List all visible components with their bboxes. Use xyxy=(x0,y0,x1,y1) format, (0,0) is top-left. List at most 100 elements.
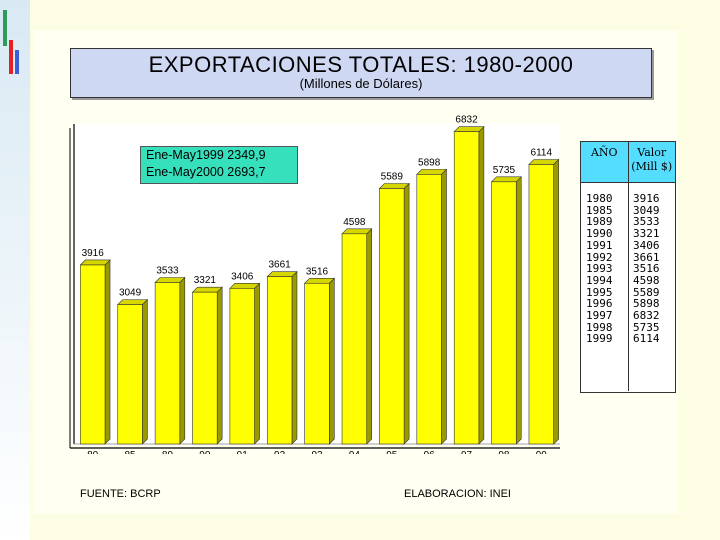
table-header-year: AÑO xyxy=(581,142,629,182)
chart-subtitle: (Millones de Dólares) xyxy=(299,76,423,91)
table-year-cell: 1996 xyxy=(586,297,613,311)
x-tick-label: 92 xyxy=(274,450,286,454)
table-year-cell: 1992 xyxy=(586,250,613,264)
table-value-cell: 3533 xyxy=(633,215,660,229)
strip-green-bar xyxy=(3,10,7,46)
table-header: AÑO Valor (Mill $) xyxy=(581,142,675,183)
bar xyxy=(491,181,517,445)
bar xyxy=(453,131,480,445)
bar-top xyxy=(378,183,410,189)
bar-side xyxy=(254,282,260,445)
chart-title: EXPORTACIONES TOTALES: 1980-2000 xyxy=(148,52,574,77)
bar-value-label: 3516 xyxy=(306,266,329,277)
bar-side xyxy=(216,286,223,445)
side-strip xyxy=(0,0,30,540)
bar-top xyxy=(528,159,560,165)
bar-value-label: 5589 xyxy=(381,172,404,183)
table-year-column: 1980 1985 1989 1990 1991 1992 1993 1994 1995 1996… xyxy=(581,183,629,391)
x-tick-label: 96 xyxy=(424,450,436,454)
bar-side xyxy=(553,158,559,445)
table-year-cell: 1999 xyxy=(586,332,613,346)
bar-side xyxy=(441,168,447,445)
table-year-cell: 1980 xyxy=(586,192,613,205)
bar-value-label: 5898 xyxy=(418,157,441,168)
table-year-cell: 1989 xyxy=(586,215,613,229)
bar-top xyxy=(117,299,149,305)
bar xyxy=(379,188,405,445)
table-value-cell: 5735 xyxy=(633,320,660,334)
table-value-cell: 5589 xyxy=(633,285,660,299)
footer-source: FUENTE: BCRP xyxy=(80,488,161,500)
bar-top xyxy=(79,259,111,266)
bar-value-label: 6832 xyxy=(455,115,478,126)
x-tick-label: 94 xyxy=(349,450,361,454)
bar-top xyxy=(453,126,485,132)
table-value-cell: 5898 xyxy=(633,297,660,311)
note-line-2000: Ene-May2000 2693,7 xyxy=(146,165,266,179)
x-tick-label: 90 xyxy=(199,450,211,454)
note-line-1999: Ene-May1999 2349,9 xyxy=(146,148,266,162)
x-tick-label: 93 xyxy=(311,450,323,454)
bar-value-label: 3049 xyxy=(119,288,142,299)
table-year-cell: 1985 xyxy=(586,203,613,217)
bar-side xyxy=(515,176,522,445)
bar xyxy=(154,282,181,445)
bar-side xyxy=(291,270,298,445)
table-value-column: 3916 3049 3533 3321 3406 3661 3516 4598 5589 5898… xyxy=(629,183,675,391)
bar-side xyxy=(329,277,335,445)
bar xyxy=(304,282,330,445)
bar-chart-svg: 3916 80 3049 85 3533 89 3321 90 3406 91 3661 92 3516… xyxy=(69,115,560,461)
table-body: 1980 1985 1989 1990 1991 1992 1993 1994 1995 1996… xyxy=(581,183,675,391)
bar-top xyxy=(229,282,261,289)
footer-elaboration: ELABORACION: INEI xyxy=(404,488,511,500)
table-year-cell: 1997 xyxy=(586,309,613,323)
table-year-cell: 1995 xyxy=(586,285,613,299)
bar xyxy=(229,287,255,445)
x-tick-label: 98 xyxy=(498,450,510,454)
table-value-cell: 3516 xyxy=(633,262,660,276)
bar xyxy=(80,264,106,445)
bar-side xyxy=(104,259,111,445)
table-value-cell: 3661 xyxy=(633,250,660,264)
x-tick-label: 97 xyxy=(461,450,473,454)
bar xyxy=(192,291,218,445)
table-year-cell: 1994 xyxy=(586,273,613,287)
table-value-cell: 6832 xyxy=(633,309,660,323)
bar-side xyxy=(403,182,410,445)
bar xyxy=(528,164,554,445)
bar-side xyxy=(179,276,186,445)
bar-value-label: 6114 xyxy=(531,148,553,159)
x-tick-label: 91 xyxy=(237,450,249,454)
bar-value-label: 5735 xyxy=(493,165,516,176)
table-year-cell: 1993 xyxy=(586,262,613,276)
bar-top xyxy=(416,169,448,175)
bar xyxy=(266,276,293,445)
strip-blue-bar xyxy=(15,50,19,74)
x-tick-label: 95 xyxy=(386,450,398,454)
bar-top xyxy=(303,277,336,284)
bar-value-label: 3533 xyxy=(156,265,179,276)
title-box: EXPORTACIONES TOTALES: 1980-2000 (Millon… xyxy=(70,48,652,98)
table-value-cell: 3406 xyxy=(633,238,660,252)
bar xyxy=(341,233,368,445)
table-value-cell: 3049 xyxy=(633,203,660,217)
table-header-value: Valor (Mill $) xyxy=(631,146,673,173)
bar-value-label: 3916 xyxy=(82,248,105,259)
bar-value-label: 3661 xyxy=(268,260,291,271)
x-tick-label: 99 xyxy=(536,450,548,454)
bar-top xyxy=(490,176,522,183)
table-value-cell: 3321 xyxy=(633,227,660,241)
bar-top xyxy=(191,286,223,293)
bar-side xyxy=(366,228,373,445)
bar-value-label: 3406 xyxy=(231,271,254,282)
bar-value-label: 4598 xyxy=(343,217,366,228)
table-value-cell: 6114 xyxy=(633,332,660,346)
x-tick-label: 80 xyxy=(87,450,99,454)
bar-side xyxy=(142,298,148,445)
x-tick-label: 85 xyxy=(125,450,137,454)
table-year-cell: 1998 xyxy=(586,320,613,334)
bar-side xyxy=(478,125,485,445)
bar xyxy=(416,174,442,445)
bar-top xyxy=(154,277,186,283)
table-value-cell: 3916 xyxy=(633,192,660,205)
